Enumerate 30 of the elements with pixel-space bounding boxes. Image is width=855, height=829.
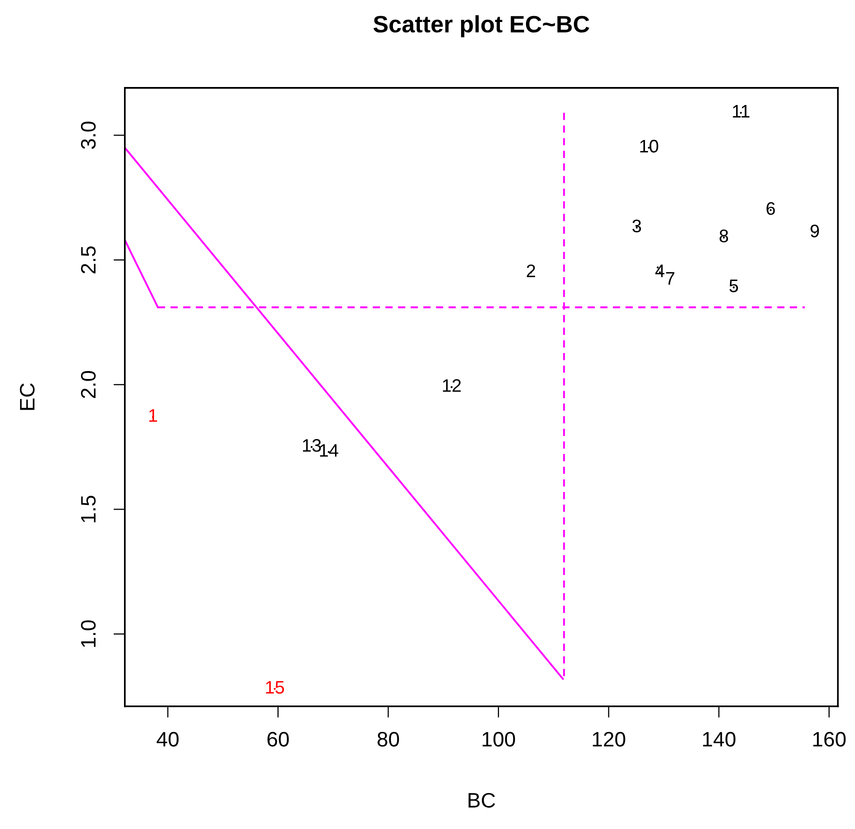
x-axis-title: BC <box>468 792 496 808</box>
annotation: 11 <box>732 105 750 118</box>
annotation: 3 <box>632 220 641 232</box>
y-axis-title: EC <box>20 383 35 410</box>
annotation: 7 <box>666 272 674 285</box>
y-tick-label: 3.0 <box>80 122 96 149</box>
annotation: 15 <box>266 681 284 694</box>
annotation: 1 <box>149 409 158 422</box>
annotation: 5 <box>729 280 738 292</box>
y-tick-label: 2.5 <box>80 246 96 274</box>
annotation: 9 <box>810 224 819 238</box>
y-tick-label: 2.0 <box>80 370 96 398</box>
annotation: 6 <box>766 202 775 215</box>
annotation: 8 <box>720 230 728 242</box>
x-tick-label: 80 <box>378 732 400 747</box>
annotation: 4 <box>655 264 664 278</box>
annotation: 2 <box>526 264 536 278</box>
x-tick-label: 40 <box>156 732 179 747</box>
x-tick-label: 60 <box>267 732 289 747</box>
annotation: 14 <box>320 444 338 457</box>
x-tick-label: 120 <box>592 732 626 747</box>
x-tick-label: 160 <box>813 732 846 747</box>
chart-title: Scatter plot EC~BC <box>373 15 590 38</box>
annotation: 13 <box>302 439 321 452</box>
x-tick-label: 100 <box>482 732 516 747</box>
annotation: 10 <box>640 140 658 153</box>
x-tick-label: 140 <box>703 732 736 747</box>
annotation: 12 <box>442 379 461 392</box>
y-tick-label: 1.0 <box>80 620 96 647</box>
y-tick-label: 1.5 <box>81 496 96 522</box>
